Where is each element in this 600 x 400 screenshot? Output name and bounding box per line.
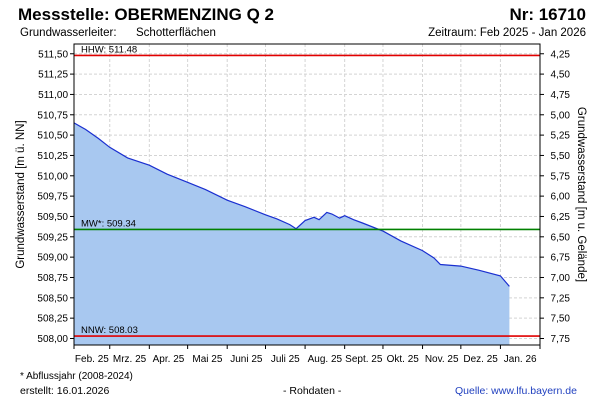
y-tick-label: 509,75 bbox=[37, 192, 68, 203]
station-number: Nr: 16710 bbox=[509, 5, 586, 24]
period-label: Zeitraum: Feb 2025 - Jan 2026 bbox=[428, 27, 586, 39]
y-tick-label: 511,50 bbox=[38, 49, 68, 60]
x-tick-label: Dez. 25 bbox=[463, 354, 498, 365]
x-tick-label: Juni 25 bbox=[230, 354, 263, 365]
y-right-tick-label: 4,75 bbox=[551, 90, 571, 101]
groundwater-series-line bbox=[73, 122, 510, 287]
x-tick-label: Aug. 25 bbox=[308, 354, 343, 365]
y-tick-label: 508,25 bbox=[37, 314, 68, 325]
reference-line-label: NNW: 508.03 bbox=[81, 325, 138, 336]
groundwater-area bbox=[74, 122, 510, 346]
y-right-tick-label: 7,00 bbox=[551, 273, 571, 284]
x-tick-label: Nov. 25 bbox=[425, 354, 459, 365]
reference-lines: HHW: 511.48 MW*: 509.34 NNW: 508.03 bbox=[74, 44, 540, 337]
y-right-tick-label: 6,75 bbox=[551, 253, 571, 264]
footnote: * Abflussjahr (2008-2024) bbox=[20, 371, 133, 382]
plot-frame bbox=[73, 43, 541, 346]
y-tick-label: 509,50 bbox=[37, 212, 68, 223]
y-tick-label: 508,75 bbox=[37, 273, 68, 284]
y-tick-label: 510,50 bbox=[37, 131, 68, 142]
y-right-tick-label: 5,25 bbox=[551, 131, 571, 142]
y-tick-label: 508,50 bbox=[37, 293, 68, 304]
aquifer-value: Schotterflächen bbox=[136, 27, 216, 39]
y-right-tick-label: 5,75 bbox=[551, 171, 571, 182]
y-axis-title-left: Grundwasserstand [m ü. NN] bbox=[15, 120, 27, 268]
x-tick-label: Jan. 26 bbox=[504, 354, 537, 365]
y-right-tick-label: 6,25 bbox=[551, 212, 571, 223]
aquifer-label: Grundwasserleiter: bbox=[20, 27, 117, 39]
source-link[interactable]: Quelle: www.lfu.bayern.de bbox=[455, 385, 577, 397]
x-tick-label: Apr. 25 bbox=[153, 354, 185, 365]
created-date: erstellt: 16.01.2026 bbox=[20, 385, 110, 397]
y-axis-title-right: Grundwasserstand [m u. Gelände] bbox=[575, 107, 587, 282]
y-right-tick-label: 5,00 bbox=[551, 110, 571, 121]
x-tick-label: Juli 25 bbox=[271, 354, 300, 365]
y-right-tick-label: 7,75 bbox=[551, 334, 571, 345]
x-tick-label: Feb. 25 bbox=[75, 354, 109, 365]
y-tick-label: 509,00 bbox=[37, 253, 68, 264]
y-right-tick-label: 5,50 bbox=[551, 151, 571, 162]
y-tick-label: 509,25 bbox=[37, 232, 68, 243]
y-tick-label: 511,25 bbox=[38, 70, 68, 81]
reference-line-label: HHW: 511.48 bbox=[81, 44, 137, 55]
y-tick-label: 510,00 bbox=[37, 171, 68, 182]
y-right-tick-label: 4,25 bbox=[551, 49, 571, 60]
y-tick-label: 511,00 bbox=[38, 90, 68, 101]
y-right-tick-label: 6,00 bbox=[551, 192, 571, 203]
y-tick-label: 510,75 bbox=[37, 110, 68, 121]
axis-ticks: 508,00 508,25 508,50 508,75 509,00 509,25 509,… bbox=[37, 49, 570, 365]
station-title: Messstelle: OBERMENZING Q 2 bbox=[18, 5, 275, 24]
y-right-tick-label: 7,50 bbox=[551, 314, 571, 325]
x-tick-label: Mai 25 bbox=[192, 354, 222, 365]
reference-line-label: MW*: 509.34 bbox=[81, 218, 136, 229]
y-right-tick-label: 6,50 bbox=[551, 232, 571, 243]
raw-data-note: - Rohdaten - bbox=[283, 385, 342, 397]
y-right-tick-label: 7,25 bbox=[551, 293, 571, 304]
y-tick-label: 508,00 bbox=[37, 334, 68, 345]
x-tick-label: Mrz. 25 bbox=[113, 354, 147, 365]
x-tick-label: Okt. 25 bbox=[387, 354, 420, 365]
y-right-tick-label: 4,50 bbox=[551, 70, 571, 81]
x-tick-label: Sept. 25 bbox=[345, 354, 383, 365]
y-tick-label: 510,25 bbox=[37, 151, 68, 162]
